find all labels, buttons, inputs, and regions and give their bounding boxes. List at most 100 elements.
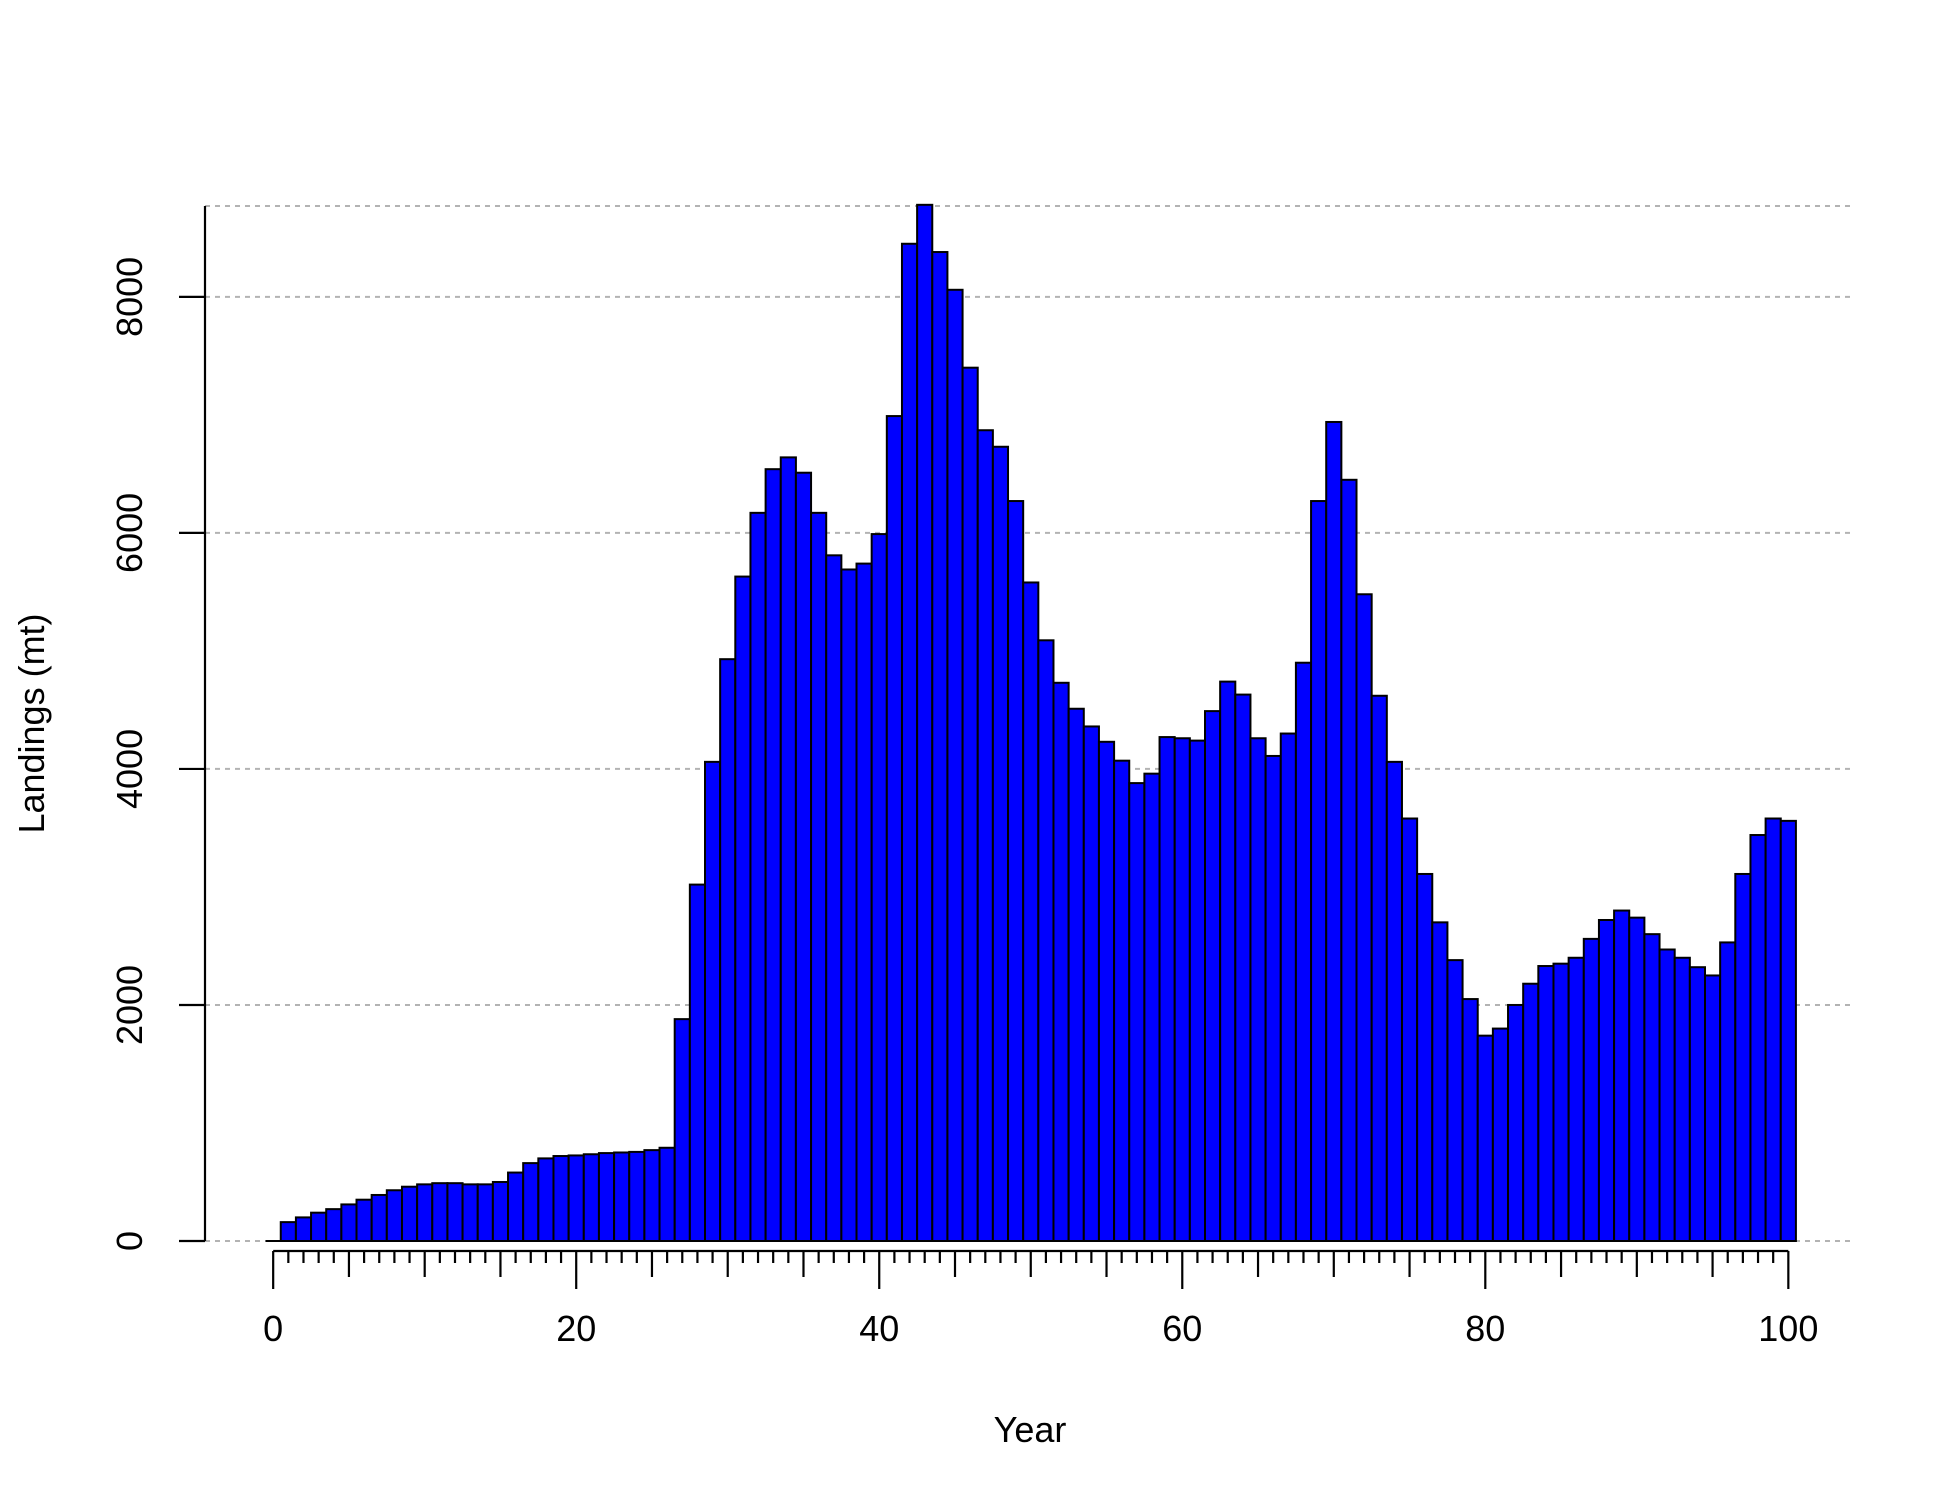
bar-year-63 xyxy=(1219,680,1237,1242)
bar-year-64 xyxy=(1234,693,1252,1242)
bar-year-46 xyxy=(961,366,979,1242)
bar-year-22 xyxy=(597,1152,616,1243)
bar-year-97 xyxy=(1734,872,1752,1242)
bar-year-92 xyxy=(1658,948,1676,1242)
bar-year-69 xyxy=(1310,500,1328,1242)
bar-year-45 xyxy=(946,288,964,1242)
bar-year-34 xyxy=(779,456,797,1242)
bar-year-23 xyxy=(613,1151,631,1243)
bar-year-49 xyxy=(1007,500,1025,1242)
bar-year-43 xyxy=(916,203,934,1243)
x-tick-label-1: 20 xyxy=(556,1308,596,1349)
bar-year-85 xyxy=(1552,962,1570,1242)
bar-year-59 xyxy=(1158,736,1176,1242)
bar-year-99 xyxy=(1764,817,1782,1243)
bar-year-88 xyxy=(1597,918,1616,1242)
bar-year-70 xyxy=(1325,420,1343,1242)
y-axis-label: Landings (mt) xyxy=(11,613,52,833)
bar-year-66 xyxy=(1264,754,1282,1243)
bar-year-91 xyxy=(1643,933,1661,1242)
bar-year-16 xyxy=(507,1171,525,1243)
bar-year-65 xyxy=(1249,737,1267,1243)
bar-year-77 xyxy=(1431,921,1449,1242)
bar-year-31 xyxy=(734,575,752,1242)
bar-year-3 xyxy=(310,1211,328,1242)
x-tick-label-3: 60 xyxy=(1162,1308,1202,1349)
bar-year-60 xyxy=(1173,737,1191,1243)
y-tick-label-1: 2000 xyxy=(109,965,150,1045)
bar-year-40 xyxy=(870,533,888,1242)
bar-year-86 xyxy=(1567,956,1585,1242)
bar-year-42 xyxy=(900,242,919,1242)
bar-year-52 xyxy=(1052,681,1070,1242)
bar-year-37 xyxy=(825,554,843,1242)
bar-year-54 xyxy=(1082,725,1100,1242)
bar-year-78 xyxy=(1446,959,1464,1242)
bar-year-6 xyxy=(355,1198,373,1243)
bar-year-33 xyxy=(764,468,782,1242)
bar-year-61 xyxy=(1188,739,1207,1242)
bar-year-4 xyxy=(325,1208,343,1243)
bar-year-5 xyxy=(340,1203,358,1242)
bar-year-8 xyxy=(385,1189,403,1243)
bar-year-15 xyxy=(491,1180,510,1243)
bar-year-96 xyxy=(1719,941,1737,1242)
bar-year-94 xyxy=(1688,966,1707,1242)
bar-year-82 xyxy=(1507,1003,1525,1242)
bar-year-44 xyxy=(931,251,949,1242)
x-tick-label-0: 0 xyxy=(263,1308,283,1349)
x-tick-label-2: 40 xyxy=(859,1308,899,1349)
bar-year-9 xyxy=(400,1185,419,1242)
bar-year-13 xyxy=(461,1183,479,1242)
bar-year-11 xyxy=(431,1182,449,1242)
bar-year-32 xyxy=(749,511,767,1242)
y-tick-label-0: 0 xyxy=(109,1231,150,1251)
bar-year-58 xyxy=(1143,772,1161,1242)
bar-year-18 xyxy=(537,1157,555,1242)
bar-year-1 xyxy=(279,1221,297,1242)
bar-year-21 xyxy=(582,1153,600,1243)
bar-year-53 xyxy=(1067,707,1085,1242)
bar-year-39 xyxy=(855,562,873,1242)
x-axis-label: Year xyxy=(994,1409,1067,1450)
bar-year-14 xyxy=(476,1183,494,1242)
y-tick-label-2: 4000 xyxy=(109,729,150,809)
x-tick-label-4: 80 xyxy=(1465,1308,1505,1349)
bar-year-90 xyxy=(1628,916,1646,1242)
bar-year-83 xyxy=(1522,982,1540,1243)
bar-year-7 xyxy=(370,1193,388,1242)
bar-year-81 xyxy=(1491,1027,1510,1243)
bar-year-95 xyxy=(1704,974,1722,1243)
bar-year-62 xyxy=(1204,710,1222,1242)
bar-year-68 xyxy=(1294,661,1313,1242)
bar-year-100 xyxy=(1779,819,1797,1242)
bar-year-19 xyxy=(552,1155,570,1243)
bar-year-84 xyxy=(1537,965,1555,1243)
bar-year-67 xyxy=(1279,732,1297,1242)
bar-year-72 xyxy=(1355,593,1373,1242)
bar-year-74 xyxy=(1385,760,1403,1242)
bar-year-41 xyxy=(885,415,903,1242)
bar-year-56 xyxy=(1113,759,1131,1243)
bar-year-26 xyxy=(658,1146,676,1242)
bar-year-2 xyxy=(294,1216,313,1243)
bar-year-57 xyxy=(1128,782,1146,1243)
bar-year-98 xyxy=(1749,834,1767,1242)
bar-year-36 xyxy=(810,511,828,1242)
bar-year-10 xyxy=(416,1183,434,1242)
bar-year-73 xyxy=(1370,694,1388,1242)
bar-year-29 xyxy=(704,760,722,1242)
x-tick-label-5: 100 xyxy=(1758,1308,1818,1349)
x-axis-ticks: 0 20 40 60 80 100 xyxy=(263,1251,1818,1349)
bar-year-38 xyxy=(840,568,858,1242)
bar-year-55 xyxy=(1097,740,1116,1242)
bar-year-25 xyxy=(643,1149,661,1242)
bar-year-12 xyxy=(446,1182,464,1242)
bar-year-35 xyxy=(794,471,813,1242)
bar-year-28 xyxy=(688,883,707,1242)
bar-year-76 xyxy=(1416,872,1434,1242)
y-tick-label-4: 8000 xyxy=(109,257,150,337)
bars xyxy=(265,203,1797,1243)
